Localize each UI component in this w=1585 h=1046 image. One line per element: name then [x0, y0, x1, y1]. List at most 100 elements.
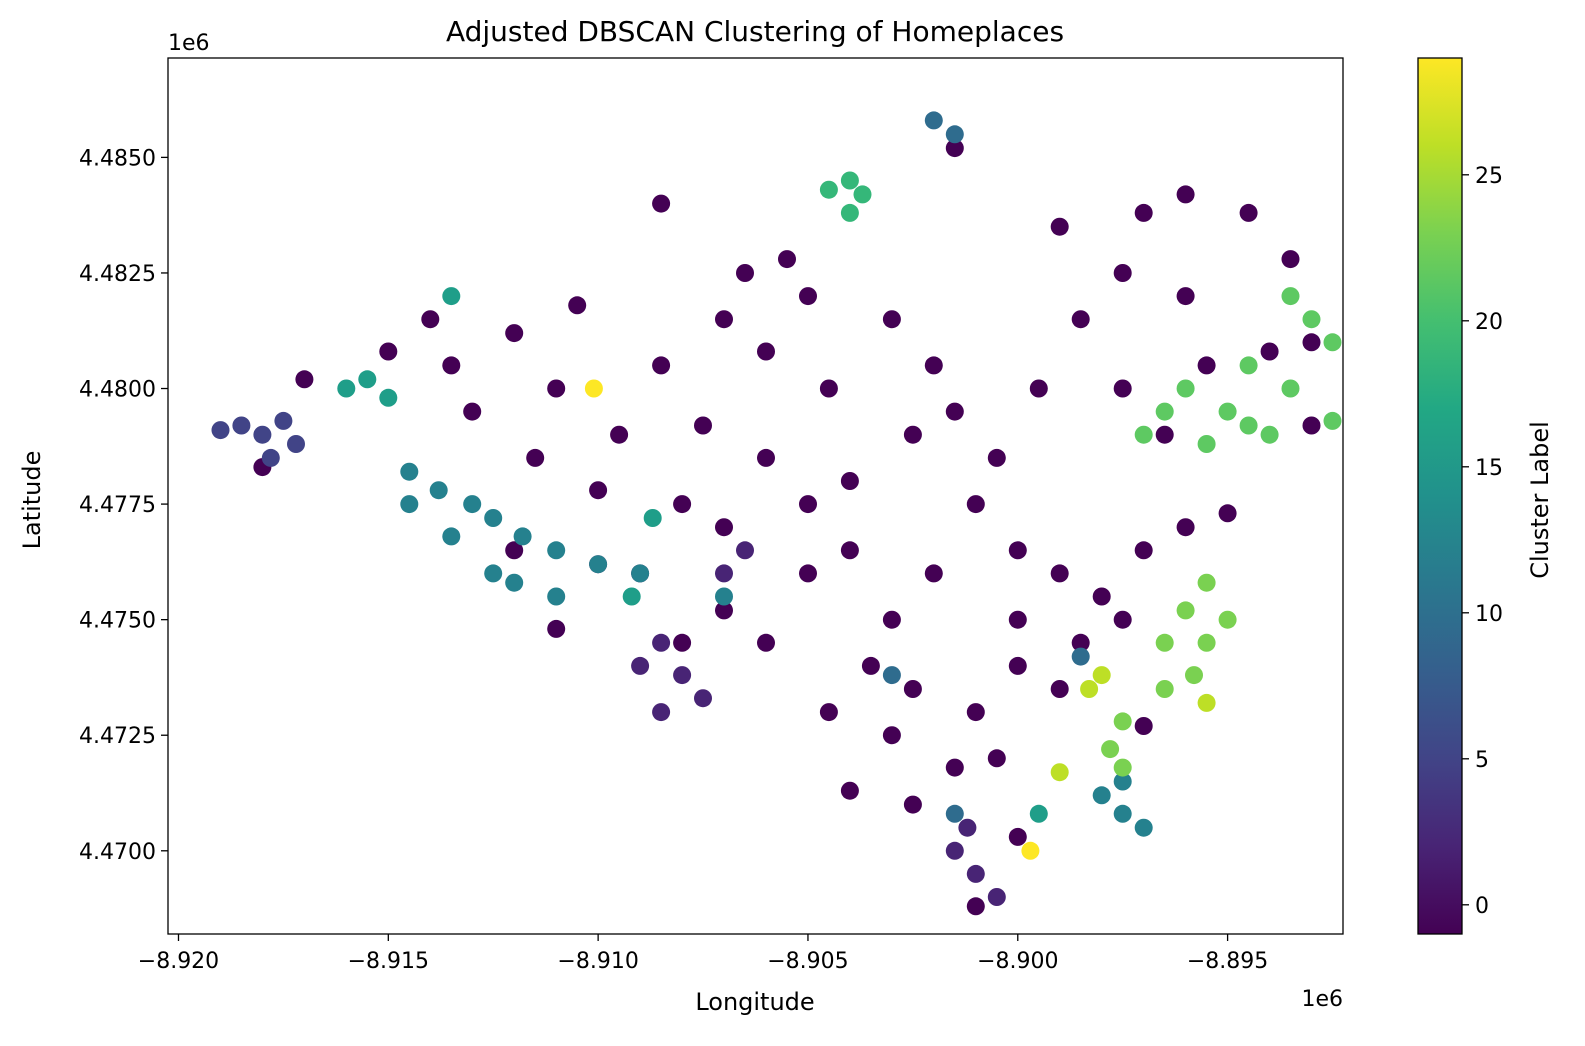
scatter-point-cluster-0-50: [715, 518, 733, 537]
scatter-point-cluster-0-66: [295, 370, 314, 389]
scatter-point-cluster-26-2: [1197, 693, 1216, 712]
y-axis: 4.4700 4.4725 4.4750 4.4775 4.4800 4.4825 4.48…: [79, 146, 168, 865]
scatter-point-cluster-0-6: [715, 310, 733, 329]
colorbar: [1418, 58, 1462, 934]
scatter-point-cluster-0-33: [924, 564, 943, 583]
scatter-point-cluster-0-52: [526, 448, 545, 467]
scatter-point-cluster-20-3: [840, 203, 859, 222]
scatter-points: [211, 111, 1342, 916]
scatter-point-cluster-0-44: [819, 703, 838, 722]
scatter-point-cluster-0-51: [589, 481, 608, 500]
scatter-point-cluster-0-67: [505, 541, 524, 560]
scatter-point-cluster-0-26: [1113, 379, 1132, 398]
scatter-point-cluster-0-2: [568, 296, 587, 315]
scatter-point-cluster-11-12: [484, 564, 503, 583]
scatter-point-cluster-11-16: [1113, 772, 1132, 791]
x-tick-label: −8.905: [767, 949, 848, 974]
scatter-point-cluster-24-8: [1197, 573, 1216, 592]
scatter-point-cluster-22-6: [1197, 435, 1216, 453]
scatter-point-cluster-0-27: [966, 495, 985, 514]
scatter-point-cluster-22-1: [1176, 379, 1195, 398]
colorbar-tick-label: 20: [1475, 310, 1503, 335]
scatter-point-cluster-11-0: [400, 462, 419, 481]
scatter-point-cluster-0-20: [1113, 264, 1132, 282]
scatter-point-cluster-0-17: [987, 448, 1006, 467]
scatter-point-cluster-11-13: [1092, 786, 1111, 805]
scatter-point-cluster-0-4: [610, 425, 629, 444]
scatter-point-cluster-0-47: [673, 633, 692, 652]
scatter-point-cluster-0-8: [799, 287, 817, 306]
scatter-point-cluster-0-58: [1008, 610, 1027, 629]
plot-frame: [167, 57, 1344, 935]
scatter-point-cluster-0-43: [882, 726, 901, 745]
scatter-point-cluster-16-5: [622, 587, 641, 606]
x-offset-label: 1e6: [1301, 987, 1343, 1012]
scatter-point-cluster-0-1: [505, 324, 524, 343]
scatter-point-cluster-0-3: [547, 379, 566, 398]
scatter-point-cluster-0-38: [903, 680, 922, 698]
scatter-point-cluster-22-5: [1260, 425, 1279, 444]
scatter-point-cluster-2-1: [673, 666, 692, 685]
x-tick-label: −8.895: [1187, 949, 1268, 974]
scatter-point-cluster-22-9: [1323, 333, 1342, 352]
scatter-point-cluster-0-78: [547, 619, 566, 638]
scatter-point-cluster-4-5: [211, 421, 230, 440]
scatter-point-cluster-0-23: [1176, 287, 1195, 306]
scatter-point-cluster-8-2: [882, 666, 901, 685]
scatter-point-cluster-0-56: [1071, 633, 1090, 652]
scatter-point-cluster-0-63: [1281, 250, 1300, 269]
scatter-point-cluster-0-76: [1218, 504, 1237, 523]
scatter-point-cluster-2-4: [652, 703, 671, 722]
y-offset-label: 1e6: [168, 31, 210, 56]
scatter-point-cluster-22-12: [1323, 411, 1342, 430]
scatter-point-cluster-0-11: [924, 356, 943, 375]
scatter-point-cluster-2-3: [694, 689, 712, 708]
scatter-point-cluster-0-9: [819, 379, 838, 398]
y-tick-label: 4.4775: [79, 493, 156, 518]
scatter-point-cluster-26-3: [1050, 763, 1069, 782]
scatter-point-cluster-0-57: [1113, 610, 1132, 629]
y-tick-label: 4.4700: [79, 840, 156, 865]
y-tick-label: 4.4850: [79, 146, 156, 171]
scatter-point-cluster-16-2: [379, 388, 398, 407]
scatter-point-cluster-0-53: [463, 402, 482, 421]
scatter-point-cluster-0-29: [1050, 564, 1069, 583]
scatter-point-cluster-0-59: [778, 250, 796, 269]
scatter-point-cluster-0-40: [1008, 656, 1027, 675]
scatter-point-cluster-11-9: [547, 587, 566, 606]
scatter-point-cluster-0-42: [945, 758, 964, 777]
scatter-point-cluster-16-4: [643, 509, 662, 527]
scatter-point-cluster-0-31: [1134, 541, 1153, 560]
scatter-point-cluster-26-1: [1092, 666, 1111, 685]
x-tick-label: −8.900: [977, 949, 1058, 974]
scatter-point-cluster-20-1: [853, 185, 872, 204]
scatter-point-cluster-0-21: [1050, 217, 1069, 236]
scatter-point-cluster-11-2: [463, 495, 482, 514]
scatter-point-cluster-8-4: [1071, 647, 1090, 666]
scatter-point-cluster-0-64: [421, 310, 440, 329]
scatter-point-cluster-0-13: [757, 448, 775, 467]
scatter-point-cluster-2-7: [945, 841, 964, 860]
scatter-point-cluster-8-3: [945, 804, 964, 823]
scatter-point-cluster-29-1: [1021, 841, 1040, 860]
scatter-point-cluster-0-14: [840, 472, 859, 490]
scatter-point-cluster-16-6: [1029, 804, 1048, 823]
scatter-point-cluster-11-7: [631, 564, 650, 583]
scatter-point-cluster-0-74: [1260, 342, 1279, 361]
scatter-point-cluster-0-34: [882, 610, 901, 629]
scatter-point-cluster-22-0: [1155, 402, 1174, 421]
scatter-point-cluster-2-10: [958, 818, 977, 837]
scatter-point-cluster-16-3: [442, 287, 461, 306]
scatter-point-cluster-2-8: [966, 864, 985, 883]
colorbar-axis: 0 5 10 15 20 25: [1462, 164, 1503, 919]
scatter-point-cluster-0-60: [736, 264, 754, 282]
scatter-point-cluster-4-2: [274, 411, 293, 430]
x-axis: −8.920 −8.915 −8.910 −8.905 −8.900 −8.895: [138, 934, 1268, 974]
colorbar-label: Cluster Label: [1526, 421, 1554, 579]
scatter-point-cluster-0-45: [757, 633, 775, 652]
scatter-point-cluster-0-36: [799, 564, 817, 583]
scatter-point-cluster-20-2: [819, 180, 838, 199]
scatter-point-cluster-0-54: [903, 795, 922, 814]
scatter-point-cluster-20-0: [840, 171, 859, 190]
